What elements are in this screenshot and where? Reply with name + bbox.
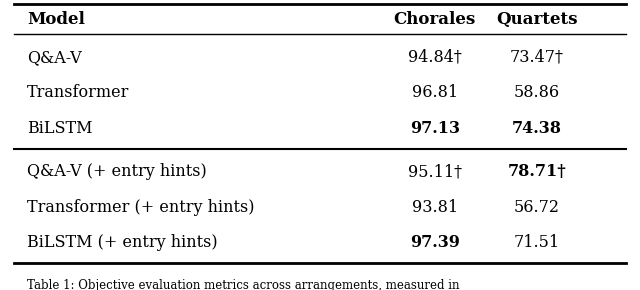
Text: 96.81: 96.81 (412, 84, 458, 101)
Text: 74.38: 74.38 (511, 120, 562, 137)
Text: Quartets: Quartets (496, 11, 577, 28)
Text: BiLSTM (+ entry hints): BiLSTM (+ entry hints) (27, 234, 218, 251)
Text: Chorales: Chorales (394, 11, 476, 28)
Text: 97.13: 97.13 (410, 120, 460, 137)
Text: BiLSTM: BiLSTM (27, 120, 92, 137)
Text: Q&A-V (+ entry hints): Q&A-V (+ entry hints) (27, 163, 207, 180)
Text: Transformer (+ entry hints): Transformer (+ entry hints) (27, 199, 254, 215)
Text: 58.86: 58.86 (513, 84, 560, 101)
Text: 78.71†: 78.71† (508, 163, 566, 180)
Text: Model: Model (27, 11, 84, 28)
Text: Q&A-V: Q&A-V (27, 49, 81, 66)
Text: 97.39: 97.39 (410, 234, 460, 251)
Text: 73.47†: 73.47† (509, 49, 564, 66)
Text: 94.84†: 94.84† (408, 49, 461, 66)
Text: Table 1: Objective evaluation metrics across arrangements, measured in: Table 1: Objective evaluation metrics ac… (27, 279, 460, 290)
Text: 71.51: 71.51 (513, 234, 560, 251)
Text: 95.11†: 95.11† (408, 163, 462, 180)
Text: 56.72: 56.72 (514, 199, 559, 215)
Text: 93.81: 93.81 (412, 199, 458, 215)
Text: Transformer: Transformer (27, 84, 129, 101)
